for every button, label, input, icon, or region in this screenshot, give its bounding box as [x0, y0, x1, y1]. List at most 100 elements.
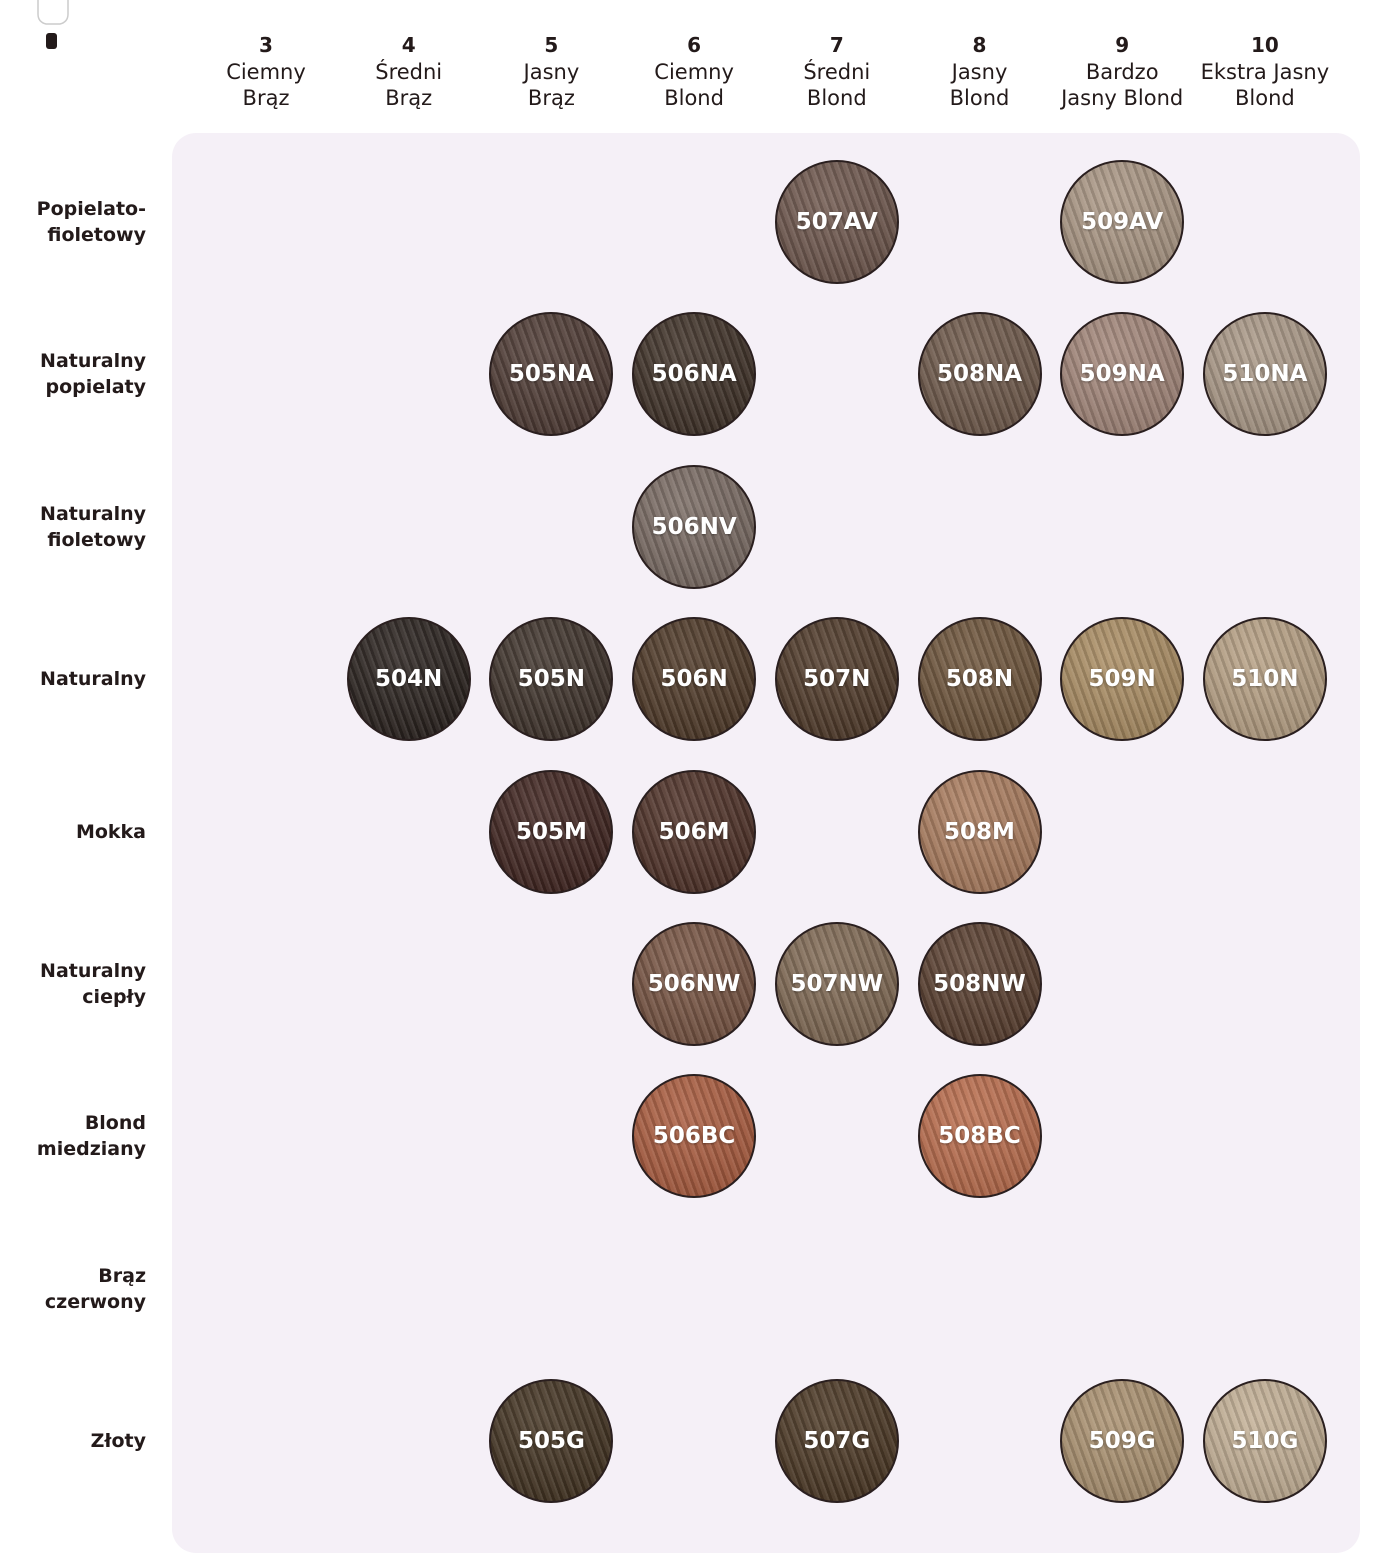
row-label-line: Popielato-: [0, 196, 146, 222]
swatch[interactable]: 506NV: [632, 465, 756, 589]
level-name: Średni: [334, 59, 484, 86]
row-label-line: fioletowy: [0, 527, 146, 553]
swatch[interactable]: 504N: [347, 617, 471, 741]
row-label: Naturalny: [0, 666, 146, 692]
row-label-line: ciepły: [0, 984, 146, 1010]
swatch[interactable]: 507AV: [775, 160, 899, 284]
row-label-line: czerwony: [0, 1289, 146, 1315]
swatch[interactable]: 510NA: [1203, 312, 1327, 436]
row-label-line: Naturalny: [0, 958, 146, 984]
level-name: Jasny: [905, 59, 1055, 86]
swatch-code: 508N: [946, 666, 1013, 692]
swatch[interactable]: 505N: [489, 617, 613, 741]
swatch[interactable]: 506M: [632, 770, 756, 894]
level-name: Brąz: [334, 85, 484, 112]
level-name: Blond: [619, 85, 769, 112]
swatch[interactable]: 508NA: [918, 312, 1042, 436]
swatch[interactable]: 509AV: [1060, 160, 1184, 284]
swatch[interactable]: 507NW: [775, 922, 899, 1046]
level-name: Średni: [762, 59, 912, 86]
swatch-code: 507G: [803, 1428, 870, 1454]
swatch[interactable]: 505NA: [489, 312, 613, 436]
swatch[interactable]: 510G: [1203, 1379, 1327, 1503]
level-number: 9: [1047, 32, 1197, 59]
level-name: Blond: [762, 85, 912, 112]
swatch-code: 505N: [518, 666, 585, 692]
swatch-code: 510N: [1231, 666, 1298, 692]
row-label-line: fioletowy: [0, 222, 146, 248]
level-name: Blond: [1190, 85, 1340, 112]
row-label-line: Brąz: [0, 1263, 146, 1289]
swatch-code: 508BC: [938, 1123, 1020, 1149]
swatch[interactable]: 508NW: [918, 922, 1042, 1046]
row-label-line: Naturalny: [0, 501, 146, 527]
swatch-code: 505G: [518, 1428, 585, 1454]
swatch[interactable]: 506NW: [632, 922, 756, 1046]
swatch[interactable]: 507G: [775, 1379, 899, 1503]
row-label: Popielato-fioletowy: [0, 196, 146, 248]
swatch-code: 509AV: [1081, 209, 1163, 235]
swatch[interactable]: 508M: [918, 770, 1042, 894]
level-name: Ekstra Jasny: [1190, 59, 1340, 86]
swatch[interactable]: 508N: [918, 617, 1042, 741]
swatch-code: 509N: [1089, 666, 1156, 692]
swatch[interactable]: 508BC: [918, 1074, 1042, 1198]
row-label-line: Naturalny: [0, 348, 146, 374]
swatch-code: 508NW: [933, 971, 1026, 997]
swatch-code: 505NA: [509, 361, 594, 387]
swatch[interactable]: 505G: [489, 1379, 613, 1503]
row-label-line: Naturalny: [0, 666, 146, 692]
swatch-code: 506NV: [652, 514, 737, 540]
swatch[interactable]: 510N: [1203, 617, 1327, 741]
swatch-code: 507NW: [790, 971, 883, 997]
level-number: 6: [619, 32, 769, 59]
page: (() => { const data = JSON.parse(documen…: [0, 0, 1380, 1520]
row-label-line: Mokka: [0, 819, 146, 845]
level-number: 10: [1190, 32, 1340, 59]
swatch-code: 506N: [660, 666, 727, 692]
swatch-code: 506NW: [648, 971, 741, 997]
level-name: Brąz: [476, 85, 626, 112]
swatch[interactable]: 506BC: [632, 1074, 756, 1198]
swatch[interactable]: 509N: [1060, 617, 1184, 741]
level-number: 8: [905, 32, 1055, 59]
swatch-code: 509G: [1089, 1428, 1156, 1454]
swatch-code: 506M: [659, 819, 730, 845]
row-label-line: Złoty: [0, 1428, 146, 1454]
level-number: 4: [334, 32, 484, 59]
swatch-code: 510NA: [1222, 361, 1307, 387]
level-name: Ciemny: [191, 59, 341, 86]
row-label: Złoty: [0, 1428, 146, 1454]
row-label-line: miedziany: [0, 1136, 146, 1162]
swatch-code: 506NA: [652, 361, 737, 387]
swatch[interactable]: 509NA: [1060, 312, 1184, 436]
swatch-code: 507AV: [796, 209, 878, 235]
level-name: Jasny Blond: [1047, 85, 1197, 112]
swatch-code: 508M: [944, 819, 1015, 845]
swatch[interactable]: 506NA: [632, 312, 756, 436]
level-number: 5: [476, 32, 626, 59]
swatch[interactable]: 509G: [1060, 1379, 1184, 1503]
swatch-code: 510G: [1231, 1428, 1298, 1454]
swatch[interactable]: 506N: [632, 617, 756, 741]
level-name: Brąz: [191, 85, 341, 112]
swatch[interactable]: 505M: [489, 770, 613, 894]
level-name: Blond: [905, 85, 1055, 112]
swatch-code: 505M: [516, 819, 587, 845]
level-number: 7: [762, 32, 912, 59]
swatch-code: 504N: [375, 666, 442, 692]
row-label-line: popielaty: [0, 374, 146, 400]
swatch-code: 509NA: [1080, 361, 1165, 387]
row-label: Mokka: [0, 819, 146, 845]
swatch[interactable]: 507N: [775, 617, 899, 741]
